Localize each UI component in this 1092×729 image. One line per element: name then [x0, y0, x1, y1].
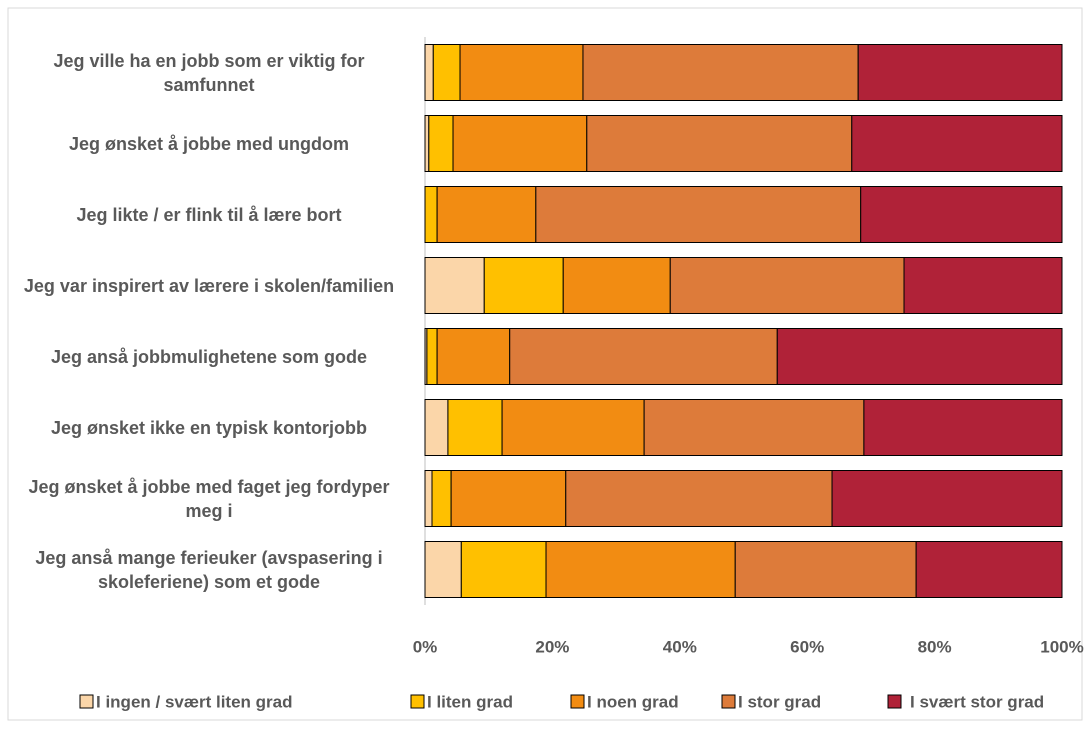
bar-segment	[501, 399, 645, 456]
y-tick-label: Jeg var inspirert av lærere i skolen/fam…	[23, 275, 395, 296]
y-tick-label: Jeg anså jobbmulighetene som gode	[50, 346, 368, 367]
bar-segment	[545, 541, 736, 598]
bar-segment	[582, 44, 859, 101]
legend-swatch	[721, 694, 736, 709]
x-tick-label: 0%	[413, 637, 438, 656]
bar-segment	[424, 115, 430, 172]
bar-segment	[903, 257, 1063, 314]
y-tick-label: Jeg ønsket å jobbe med faget jeg fordype…	[28, 476, 390, 521]
legend-label: I ingen / svært liten grad	[96, 692, 292, 711]
legend-swatch	[570, 694, 585, 709]
bar-segment	[831, 470, 1063, 527]
bar-segment	[424, 257, 485, 314]
bar-segment	[915, 541, 1063, 598]
y-tick-label: Jeg likte / er flink til å lære bort	[76, 204, 342, 225]
bar-segment	[436, 186, 537, 243]
y-tick-label: Jeg ønsket å jobbe med ungdom	[68, 133, 350, 154]
bar-segment	[776, 328, 1063, 385]
bar-segment	[424, 541, 462, 598]
chart-border	[7, 7, 1083, 721]
y-tick-label: Jeg ville ha en jobb som er viktig for s…	[53, 50, 365, 95]
y-tick-label: Jeg anså mange ferieuker (avspasering i …	[35, 547, 383, 592]
bar-segment	[424, 44, 434, 101]
x-tick-label: 60%	[790, 637, 824, 656]
bar-segment	[431, 470, 452, 527]
bar-segment	[432, 44, 461, 101]
bar-segment	[535, 186, 862, 243]
bar-segment	[851, 115, 1063, 172]
bar-segment	[857, 44, 1063, 101]
legend-label: I noen grad	[587, 692, 679, 711]
legend-swatch	[410, 694, 425, 709]
legend-label: I liten grad	[427, 692, 513, 711]
legend-label: I svært stor grad	[910, 692, 1044, 711]
bar-segment	[860, 186, 1063, 243]
bar-segment	[459, 44, 584, 101]
bar-segment	[669, 257, 905, 314]
bar-segment	[424, 186, 438, 243]
legend-label: I stor grad	[738, 692, 821, 711]
bar-segment	[863, 399, 1063, 456]
bar-segment	[643, 399, 865, 456]
bar-segment	[483, 257, 564, 314]
bar-segment	[447, 399, 503, 456]
bar-segment	[562, 257, 671, 314]
bar-segment	[436, 328, 511, 385]
bar-segment	[426, 328, 438, 385]
bar-segment	[424, 470, 433, 527]
y-tick-label: Jeg ønsket ikke en typisk kontorjobb	[50, 417, 368, 438]
legend-swatch	[887, 694, 902, 709]
bar-segment	[460, 541, 547, 598]
bar-segment	[734, 541, 917, 598]
bar-segment	[424, 399, 449, 456]
legend-swatch	[79, 694, 94, 709]
x-tick-label: 40%	[663, 637, 697, 656]
bar-segment	[565, 470, 833, 527]
bar-segment	[450, 470, 567, 527]
x-tick-label: 80%	[918, 637, 952, 656]
bar-segment	[509, 328, 778, 385]
bar-segment	[452, 115, 588, 172]
bar-segment	[428, 115, 454, 172]
x-tick-label: 100%	[1040, 637, 1083, 656]
bar-segment	[586, 115, 853, 172]
x-tick-label: 20%	[535, 637, 569, 656]
